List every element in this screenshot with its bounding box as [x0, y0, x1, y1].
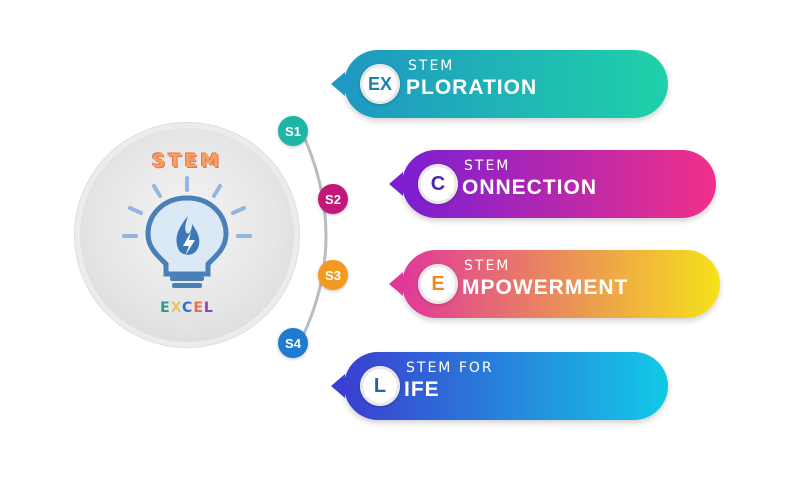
step-node-s4: S4 [278, 328, 308, 358]
logo-letter: L [203, 300, 214, 316]
banner-main-text: MPOWERMENT [462, 276, 629, 299]
banner-badge: L [360, 366, 400, 406]
banner-sup-text: STEM [464, 158, 511, 174]
banner-exploration: EX STEM PLORATION [331, 50, 668, 118]
banner-pointer [389, 272, 403, 296]
banner-sup-text: STEM [408, 58, 455, 74]
logo-letter: X [170, 300, 183, 316]
logo-letter: E [160, 300, 171, 316]
banner-sup-text: STEM FOR [406, 360, 494, 376]
banner-sup-text: STEM [464, 258, 511, 274]
banner-empowerment: E STEM MPOWERMENT [389, 250, 720, 318]
banner-life: L STEM FOR IFE [331, 352, 668, 420]
logo-letter: C [182, 300, 194, 316]
banner-main-text: PLORATION [406, 76, 538, 99]
logo-letter: E [193, 300, 204, 316]
stem-excel-logo: STEM EXCEL [80, 128, 294, 342]
banner-badge: EX [360, 64, 400, 104]
step-node-s3: S3 [318, 260, 348, 290]
logo-bottom-text: EXCEL [80, 300, 294, 316]
logo-top-text: STEM [151, 150, 223, 172]
banner-pointer [331, 374, 345, 398]
step-node-s2: S2 [318, 184, 348, 214]
lightbulb-flame-icon [122, 176, 252, 288]
banner-badge: C [418, 164, 458, 204]
banner-badge: E [418, 264, 458, 304]
banner-main-text: IFE [404, 378, 440, 401]
banner-connection: C STEM ONNECTION [389, 150, 716, 218]
banner-pointer [389, 172, 403, 196]
banner-main-text: ONNECTION [462, 176, 597, 199]
step-node-s1: S1 [278, 116, 308, 146]
banner-pointer [331, 72, 345, 96]
